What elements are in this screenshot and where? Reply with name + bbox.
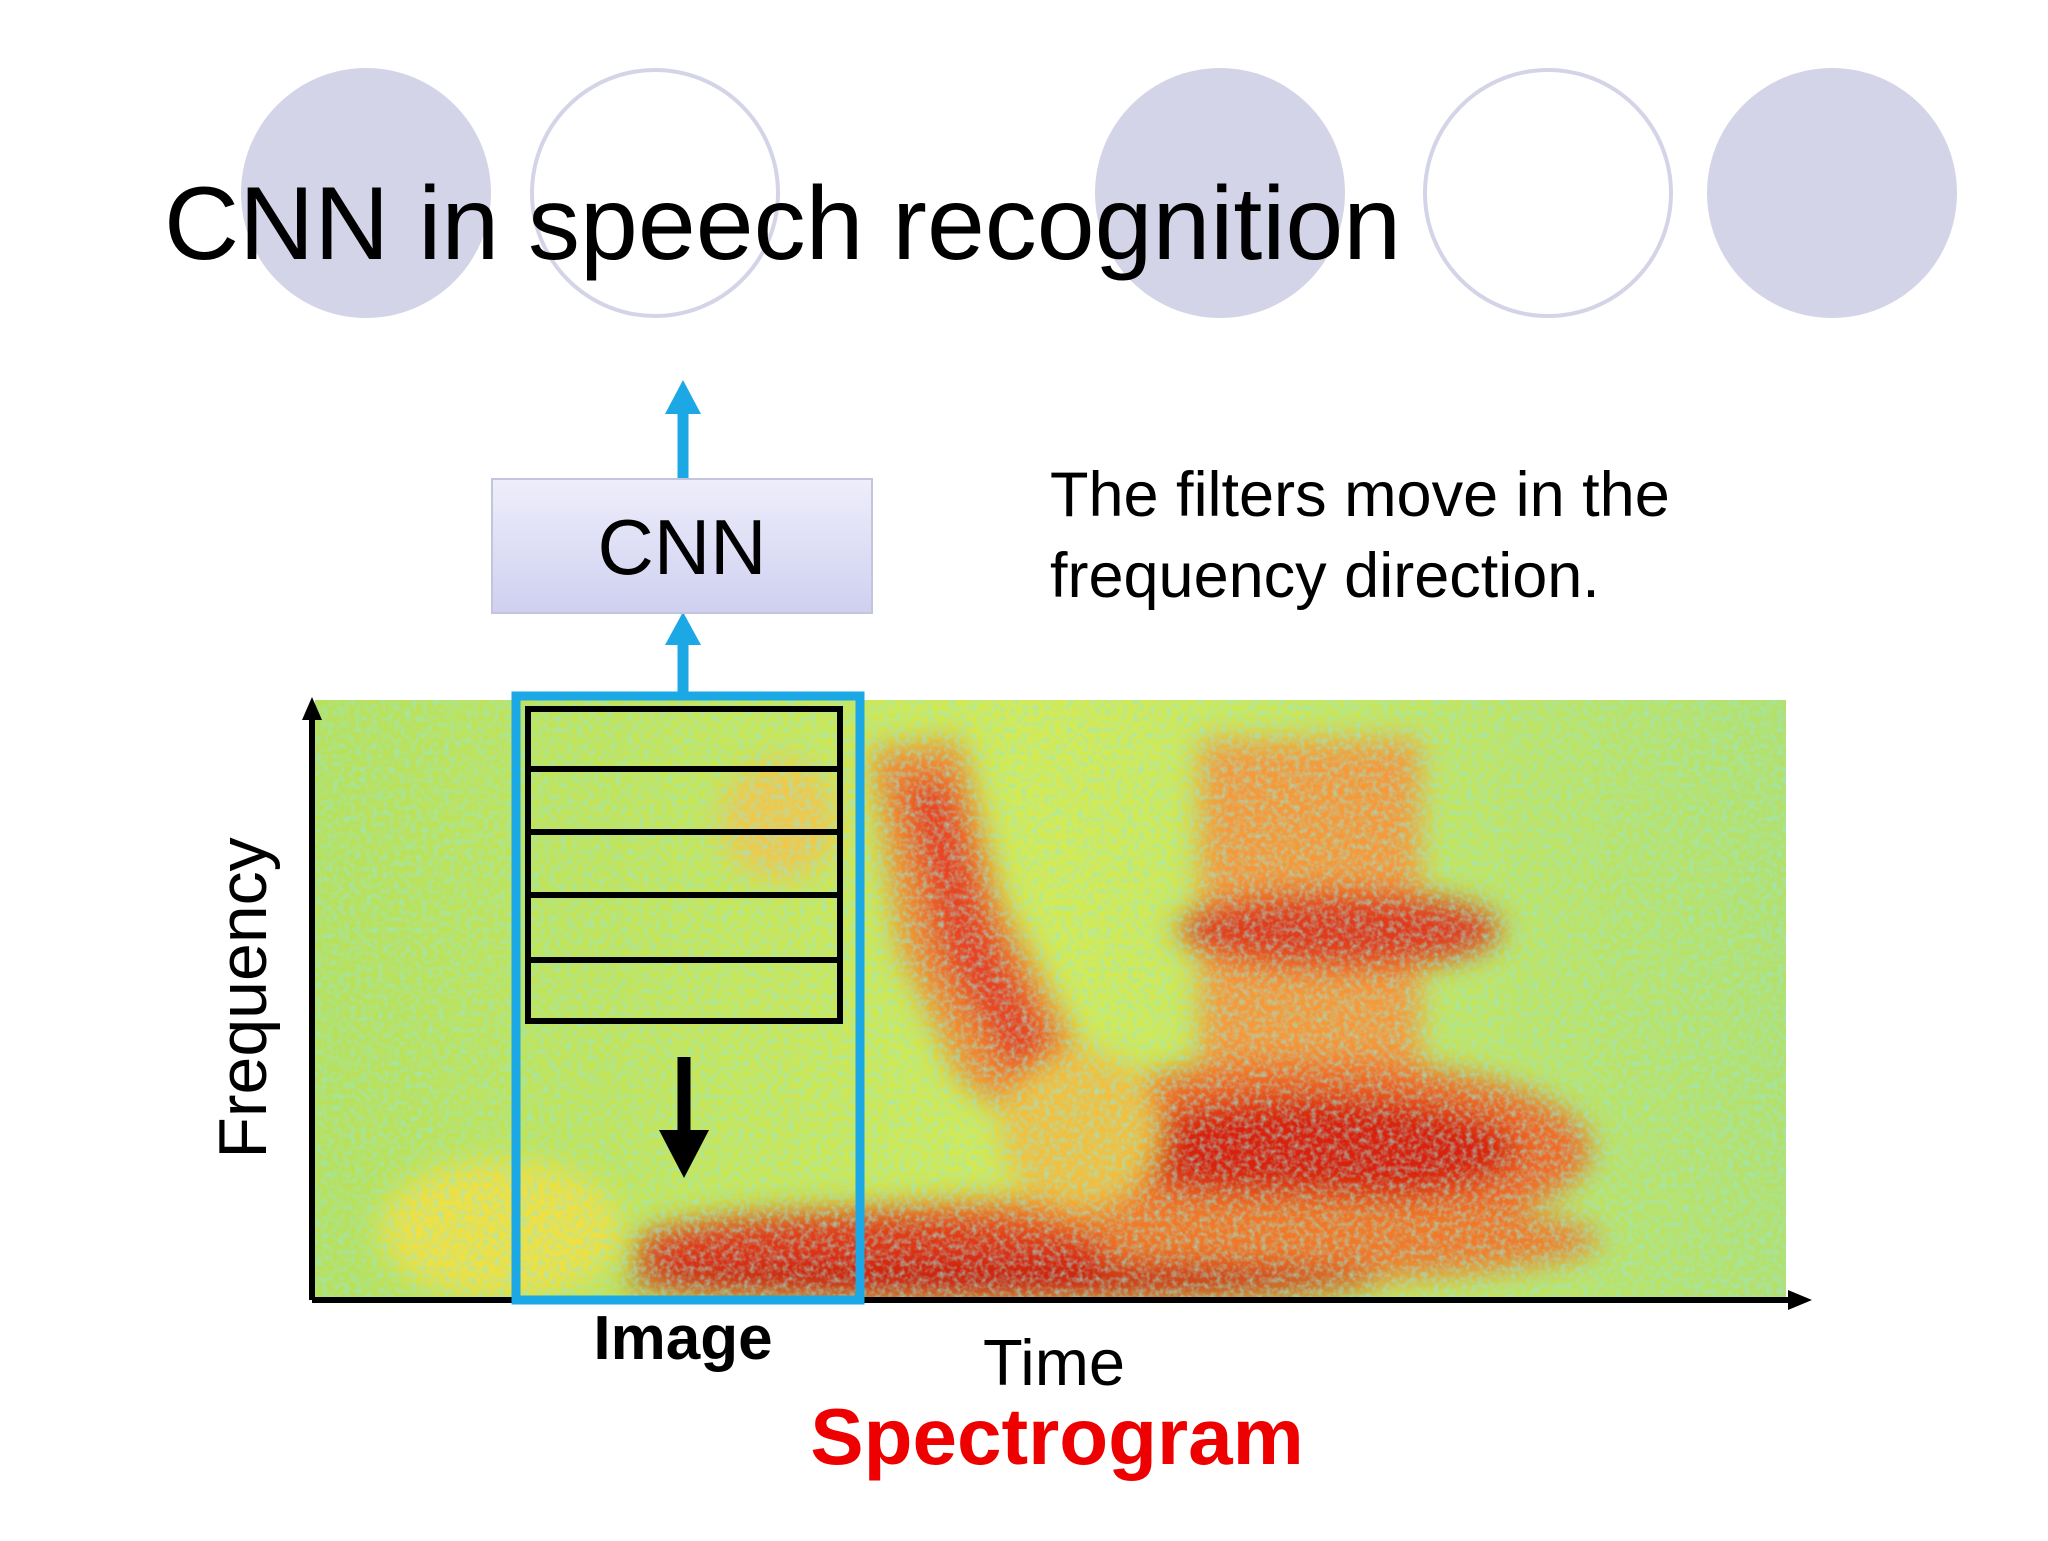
image-window <box>511 691 865 1305</box>
window-label: Image <box>593 1304 772 1373</box>
note-line: The filters move in the <box>1050 460 1670 530</box>
decor-circles <box>241 68 1957 318</box>
y-axis-label: Frequency <box>205 837 281 1158</box>
cnn-arrows <box>665 380 701 693</box>
spectrogram-image <box>315 700 1786 1300</box>
filter-direction-arrow <box>659 1057 709 1178</box>
cnn-label: CNN <box>598 503 767 591</box>
cnn-box <box>491 478 873 614</box>
x-axis-label: Time <box>983 1326 1125 1399</box>
note-line: frequency direction. <box>1050 541 1600 611</box>
filters <box>525 706 843 1024</box>
slide-title: CNN in speech recognition <box>164 166 1401 282</box>
caption: Spectrogram <box>810 1392 1303 1481</box>
